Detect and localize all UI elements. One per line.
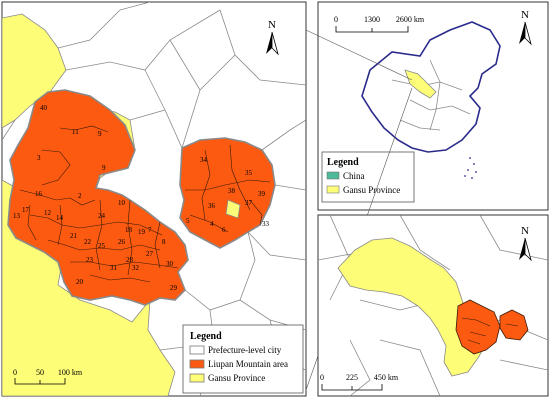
county-label: 29	[170, 284, 178, 292]
county-label: 18	[125, 226, 133, 234]
svg-text:N: N	[521, 225, 529, 237]
china-legend: Legend China Gansu Province	[321, 151, 415, 203]
county-label: 3	[37, 154, 41, 162]
county-label: 32	[132, 264, 140, 272]
region-north-arrow: N	[519, 225, 532, 262]
svg-text:2600 km: 2600 km	[396, 15, 425, 24]
legend-item-prefecture: Prefecture-level city	[208, 345, 282, 355]
north-arrow-icon	[519, 22, 525, 44]
svg-text:1300: 1300	[364, 15, 380, 24]
county-label: 35	[245, 169, 253, 177]
main-north-arrow: N	[266, 19, 279, 56]
liupan-area-east	[179, 137, 276, 249]
county-label: 27	[146, 250, 154, 258]
county-label: 2	[78, 192, 82, 200]
county-label: 24	[98, 212, 106, 220]
county-label: 31	[110, 264, 118, 272]
county-label: 6	[222, 226, 226, 234]
legend-item-gansu: Gansu Province	[208, 373, 265, 383]
china-inset: 0 1300 2600 km N Legend China Gansu Prov…	[317, 1, 549, 211]
county-boundaries	[19, 125, 271, 283]
legend-item-liupan: Liupan Mountain area	[208, 359, 288, 369]
county-label: 5	[186, 217, 190, 225]
gansu-in-china	[404, 69, 437, 99]
main-map: 40 11 9 3 9 2 10 16 17 12 13 14 24 21 22…	[1, 1, 307, 397]
county-label: 30	[166, 260, 174, 268]
county-label: 39	[258, 190, 266, 198]
county-label: 33	[262, 220, 270, 228]
main-scale-bar: 0 50 100 km	[13, 368, 83, 385]
svg-text:450 km: 450 km	[374, 373, 399, 382]
china-scale-bar: 0 1300 2600 km	[334, 15, 425, 33]
county-label: 8	[162, 238, 166, 246]
county-label: 25	[98, 242, 106, 250]
county-label: 40	[40, 104, 48, 112]
north-arrow-icon	[266, 32, 272, 54]
county-label: 38	[228, 187, 236, 195]
county-label: 9	[102, 164, 106, 172]
county-label: 28	[126, 256, 134, 264]
county-label: 19	[138, 228, 146, 236]
gansu-enclave-east	[225, 199, 241, 219]
main-legend: Legend Prefecture-level city Liupan Moun…	[182, 324, 304, 394]
svg-text:0: 0	[13, 368, 17, 377]
north-arrow-icon	[519, 238, 525, 260]
svg-text:0: 0	[320, 373, 324, 382]
county-label: 21	[70, 232, 78, 240]
legend-item-gansu: Gansu Province	[343, 185, 400, 195]
county-label: 37	[245, 199, 253, 207]
county-label: 34	[200, 156, 208, 164]
county-label: 16	[35, 190, 43, 198]
legend-title: Legend	[327, 157, 359, 168]
county-label: 17	[22, 206, 30, 214]
county-label: 4	[210, 220, 214, 228]
county-label: 36	[208, 202, 216, 210]
legend-item-china: China	[343, 171, 365, 181]
county-label: 26	[118, 238, 126, 246]
china-north-arrow: N	[519, 9, 532, 46]
county-labels: 40 11 9 3 9 2 10 16 17 12 13 14 24 21 22…	[13, 104, 270, 292]
svg-text:0: 0	[334, 15, 338, 24]
south-sea-islands	[464, 157, 477, 179]
liupan-region	[455, 299, 501, 355]
county-label: 13	[13, 212, 21, 220]
region-scale-bar: 0 225 450 km	[320, 373, 399, 391]
svg-text:50: 50	[36, 368, 44, 377]
gansu-area-west	[2, 13, 67, 129]
county-label: 7	[148, 226, 152, 234]
county-label: 14	[56, 214, 64, 222]
county-label: 9	[98, 130, 102, 138]
svg-text:100 km: 100 km	[58, 368, 83, 377]
county-label: 10	[118, 199, 126, 207]
svg-text:N: N	[521, 9, 529, 21]
county-label: 23	[86, 256, 94, 264]
svg-text:225: 225	[346, 373, 358, 382]
county-label: 22	[84, 238, 92, 246]
legend-title: Legend	[190, 331, 222, 342]
county-label: 20	[76, 278, 84, 286]
north-label: N	[268, 19, 276, 31]
region-inset: N 0 225 450 km	[317, 214, 549, 397]
county-label: 12	[44, 209, 52, 217]
county-label: 11	[72, 128, 79, 136]
gansu-province-region	[337, 237, 487, 377]
